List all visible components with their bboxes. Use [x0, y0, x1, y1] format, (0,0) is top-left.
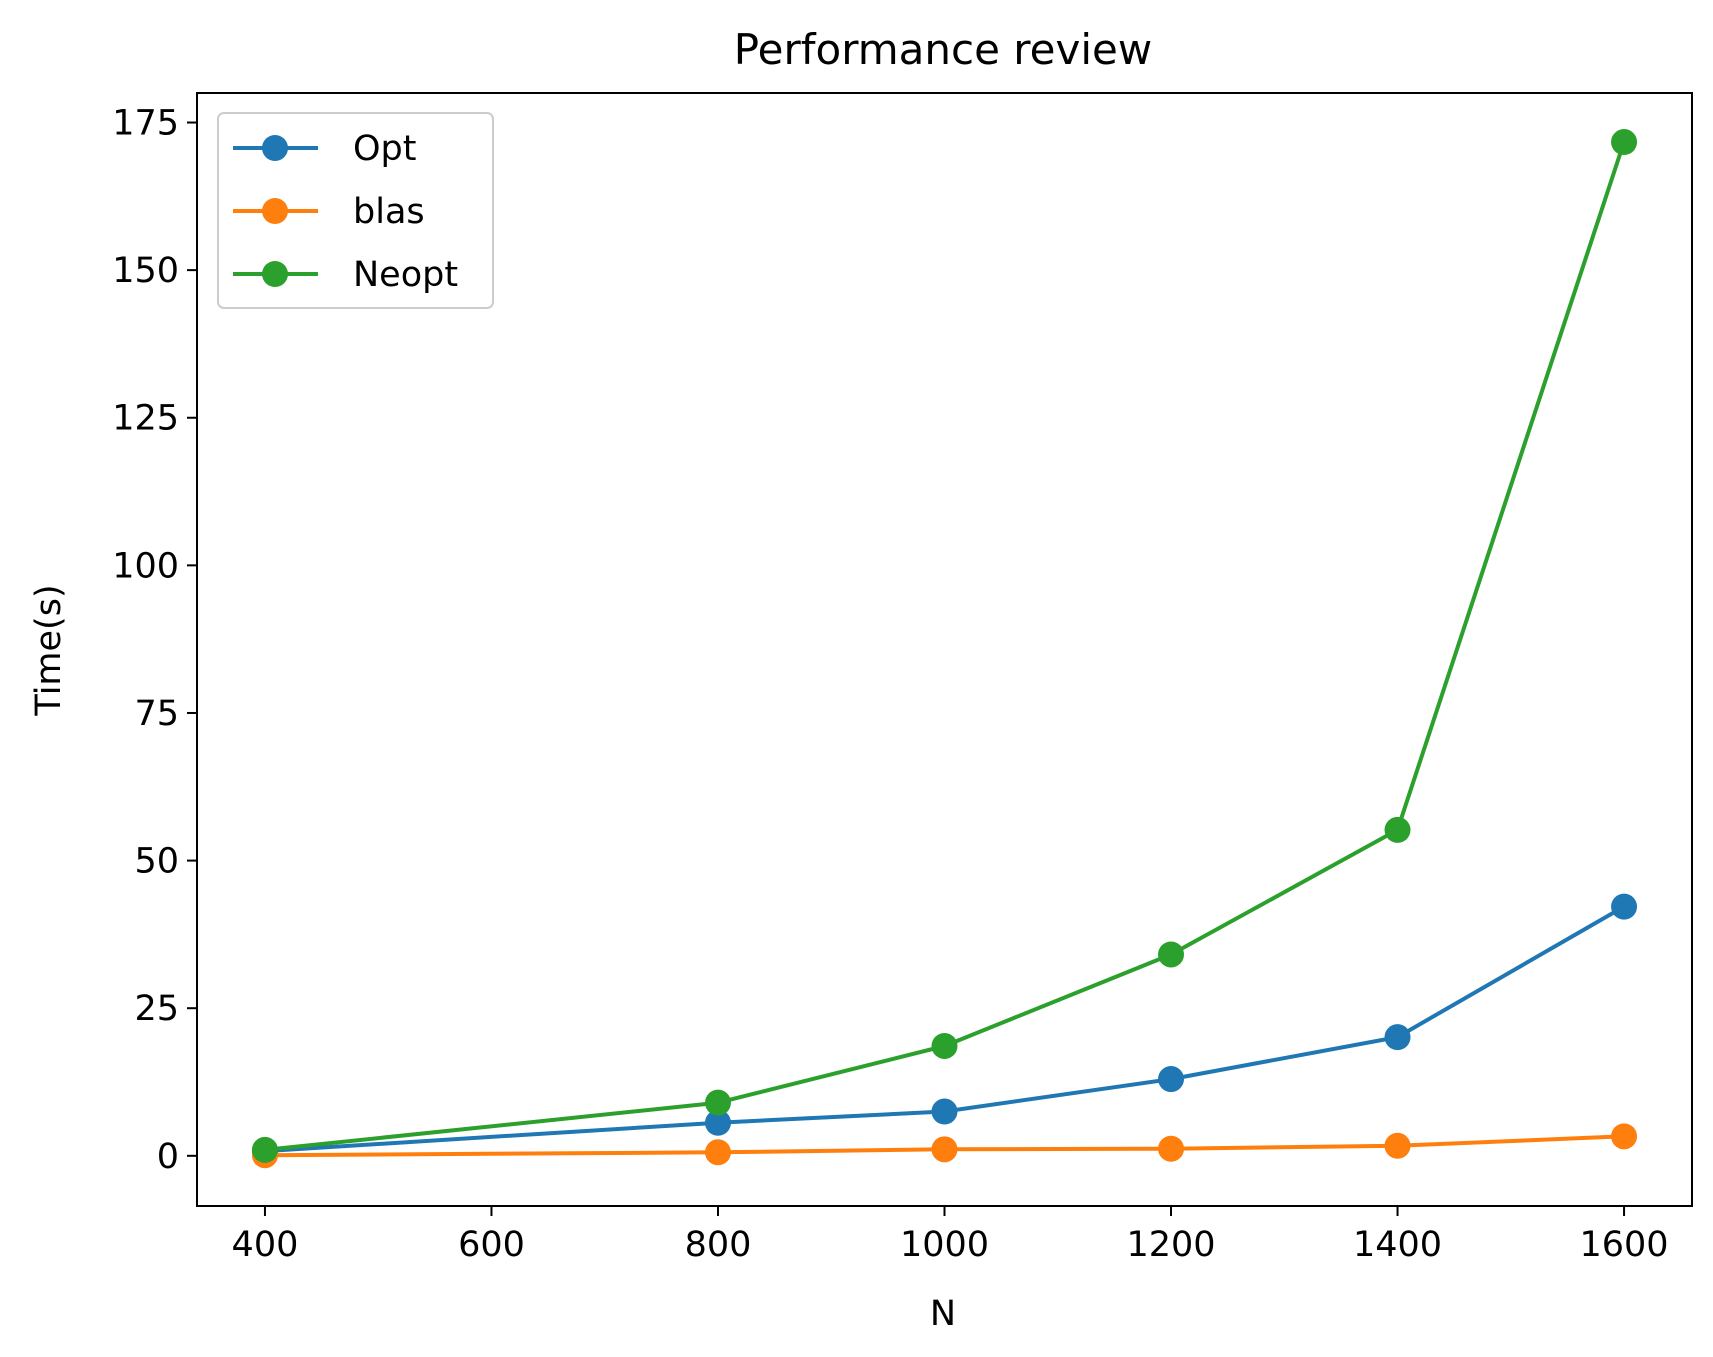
data-point-blas: [1158, 1135, 1185, 1162]
x-tick-label: 800: [685, 1225, 752, 1265]
data-point-opt: [1611, 893, 1638, 920]
data-point-neopt: [704, 1089, 731, 1116]
data-point-blas: [704, 1139, 731, 1166]
data-point-blas: [1611, 1123, 1638, 1150]
y-tick-label: 125: [112, 399, 179, 439]
y-tick-label: 100: [112, 546, 179, 586]
legend-marker-blas: [262, 198, 288, 224]
x-tick-label: 1400: [1353, 1225, 1442, 1265]
y-tick-label: 175: [112, 104, 179, 144]
data-point-neopt: [931, 1032, 958, 1059]
legend-label-opt: Opt: [353, 129, 417, 169]
x-axis-title: N: [930, 1294, 956, 1334]
data-point-blas: [1384, 1132, 1411, 1159]
x-tick-label: 600: [458, 1225, 525, 1265]
y-tick-label: 75: [134, 694, 179, 734]
x-tick-label: 1000: [900, 1225, 989, 1265]
data-point-neopt: [1384, 816, 1411, 843]
legend-marker-opt: [262, 135, 288, 161]
data-point-opt: [1384, 1024, 1411, 1051]
y-tick-label: 150: [112, 251, 179, 291]
x-tick-label: 1200: [1126, 1225, 1215, 1265]
data-point-neopt: [1158, 941, 1185, 968]
y-tick-label: 50: [134, 842, 179, 882]
legend: Opt blas Neopt: [217, 112, 494, 309]
legend-label-blas: blas: [353, 192, 425, 232]
y-tick-label: 0: [157, 1137, 179, 1177]
x-axis: 400 600 800 1000 1200 1400 1600: [232, 1206, 1669, 1265]
y-axis: 0 25 50 75 100 125 150 175: [112, 104, 197, 1177]
legend-marker-neopt: [262, 261, 288, 287]
series-lines: [264, 141, 1626, 1158]
data-point-neopt: [1611, 129, 1638, 156]
series-markers: [251, 129, 1638, 1169]
legend-box: [217, 112, 494, 309]
legend-label-neopt: Neopt: [353, 255, 458, 295]
x-tick-label: 1600: [1580, 1225, 1669, 1265]
y-tick-label: 25: [134, 989, 179, 1029]
x-tick-label: 400: [232, 1225, 299, 1265]
series-line-neopt: [264, 141, 1626, 1152]
data-point-blas: [931, 1136, 958, 1163]
series-line-blas: [264, 1134, 1625, 1158]
y-axis-title: Time(s): [29, 584, 69, 716]
data-point-opt: [704, 1109, 731, 1136]
data-point-opt: [931, 1098, 958, 1125]
data-point-opt: [1158, 1066, 1185, 1093]
series-line-opt: [264, 904, 1625, 1154]
data-point-neopt: [251, 1136, 278, 1163]
chart-title: Performance review: [734, 25, 1152, 74]
